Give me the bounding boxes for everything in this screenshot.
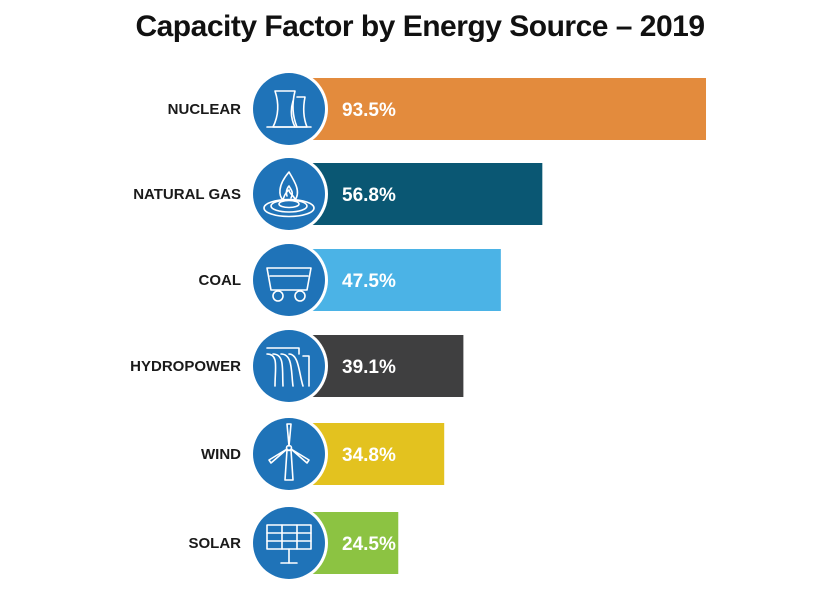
icon-circle	[253, 330, 325, 402]
icon-circle	[253, 244, 325, 316]
icon-circle	[253, 73, 325, 145]
category-label: NATURAL GAS	[133, 186, 241, 203]
value-label: 34.8%	[342, 445, 396, 466]
value-label: 56.8%	[342, 185, 396, 206]
value-label: 39.1%	[342, 357, 396, 378]
value-label: 24.5%	[342, 534, 396, 555]
value-label: 47.5%	[342, 271, 396, 292]
value-label: 93.5%	[342, 100, 396, 121]
coal-cart-icon	[266, 267, 312, 302]
icon-circle	[253, 418, 325, 490]
bar-nuclear	[289, 78, 707, 140]
category-label: COAL	[199, 272, 242, 289]
dam-waterfall-icon	[266, 347, 310, 387]
cooling-tower-icon	[266, 90, 312, 128]
category-label: HYDROPOWER	[130, 358, 241, 375]
category-label: WIND	[201, 446, 241, 463]
category-label: SOLAR	[189, 535, 242, 552]
icon-circle	[253, 507, 325, 579]
category-label: NUCLEAR	[168, 101, 241, 118]
bar-natural-gas	[289, 163, 543, 225]
icon-circle	[253, 158, 325, 230]
wind-turbine-icon	[268, 423, 310, 481]
solar-panel-icon	[266, 524, 312, 564]
chart-title: Capacity Factor by Energy Source – 2019	[135, 10, 705, 43]
gas-flame-icon	[263, 171, 315, 218]
